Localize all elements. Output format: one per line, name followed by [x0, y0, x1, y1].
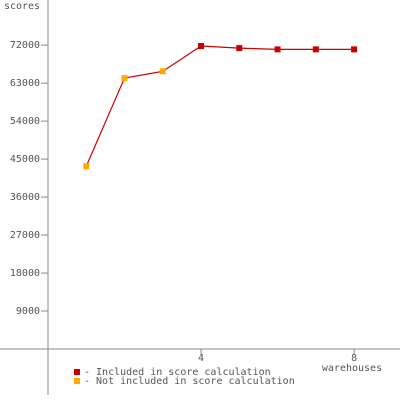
data-point: [312, 46, 319, 53]
y-tick-label: 18000: [10, 268, 40, 279]
legend-label: - Not included in score calculation: [84, 376, 295, 387]
data-line: [85, 45, 355, 167]
data-point: [198, 42, 205, 49]
y-tick-label: 36000: [10, 192, 40, 203]
y-tick-label: 45000: [10, 154, 40, 165]
data-point: [351, 46, 358, 53]
y-tick-label: 27000: [10, 230, 40, 241]
legend-marker: [74, 369, 80, 375]
x-axis-label: warehouses: [322, 363, 382, 374]
data-point: [121, 75, 128, 82]
legend-label: - Included in score calculation: [84, 367, 271, 378]
data-point: [83, 163, 90, 170]
data-point: [274, 46, 281, 53]
y-tick-label: 72000: [10, 40, 40, 51]
y-axis-label: scores: [4, 1, 40, 12]
x-tick-label: 4: [198, 353, 204, 364]
x-tick-label: 8: [351, 353, 357, 364]
data-point: [159, 68, 166, 75]
legend-marker: [74, 378, 80, 384]
data-point: [236, 45, 243, 52]
y-tick-label: 63000: [10, 78, 40, 89]
y-tick-label: 9000: [16, 306, 40, 317]
y-tick-label: 54000: [10, 116, 40, 127]
